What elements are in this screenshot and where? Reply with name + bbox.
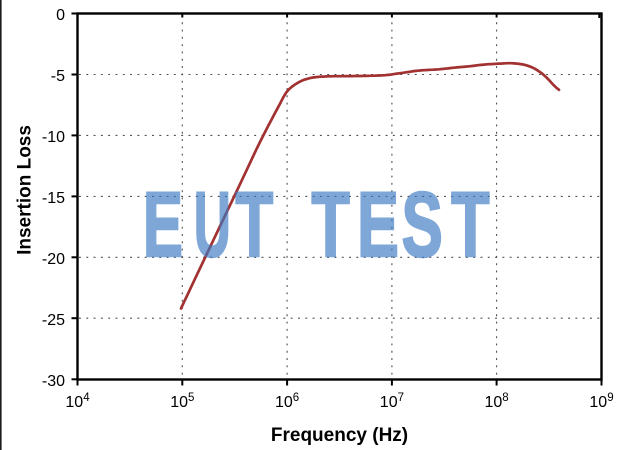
- svg-text:Frequency (Hz): Frequency (Hz): [271, 425, 408, 446]
- svg-text:-20: -20: [42, 251, 65, 268]
- svg-text:-30: -30: [42, 373, 65, 390]
- svg-text:E: E: [357, 173, 399, 276]
- svg-text:Insertion Loss: Insertion Loss: [15, 125, 36, 255]
- svg-text:T: T: [451, 173, 489, 276]
- svg-text:-5: -5: [51, 68, 65, 85]
- svg-text:0: 0: [56, 7, 65, 24]
- svg-text:S: S: [402, 173, 443, 276]
- svg-text:T: T: [311, 173, 349, 276]
- svg-text:E: E: [143, 174, 183, 276]
- svg-text:T: T: [235, 173, 273, 276]
- svg-text:-25: -25: [42, 312, 65, 329]
- svg-text:-15: -15: [42, 190, 65, 207]
- svg-text:U: U: [194, 173, 231, 276]
- svg-text:-10: -10: [42, 129, 65, 146]
